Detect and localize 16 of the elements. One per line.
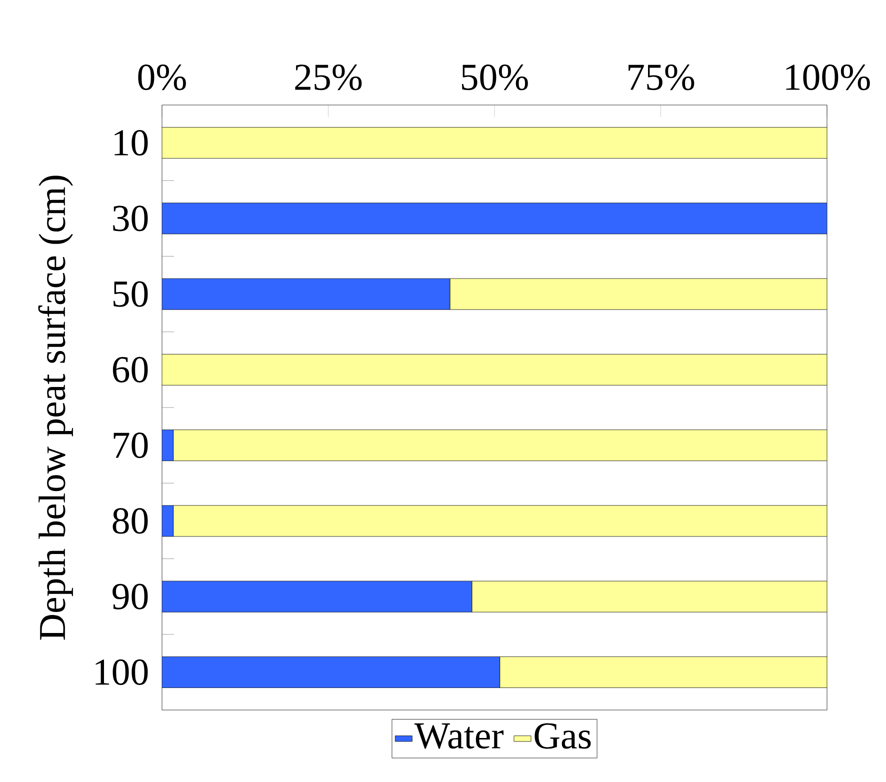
y-tick-label: 100 xyxy=(96,659,148,685)
legend-label: Gas xyxy=(534,723,591,749)
y-tick-label: 10 xyxy=(114,130,148,156)
y-tick-label: 60 xyxy=(112,356,148,382)
y-tick-label: 70 xyxy=(114,432,148,458)
x-tick-label: 75% xyxy=(628,64,694,90)
x-tick-label: 25% xyxy=(295,64,362,90)
legend-label: Water xyxy=(414,723,504,749)
y-tick-label: 80 xyxy=(112,508,148,534)
y-tick-label: 50 xyxy=(114,281,148,307)
x-tick-label: 0% xyxy=(138,64,186,90)
x-tick-label: 50% xyxy=(462,64,528,90)
y-axis-title: Depth below peat surface (cm) xyxy=(38,176,73,640)
y-tick-label: 90 xyxy=(112,584,148,610)
x-tick-label: 100% xyxy=(786,64,870,90)
y-tick-label: 30 xyxy=(113,206,148,232)
